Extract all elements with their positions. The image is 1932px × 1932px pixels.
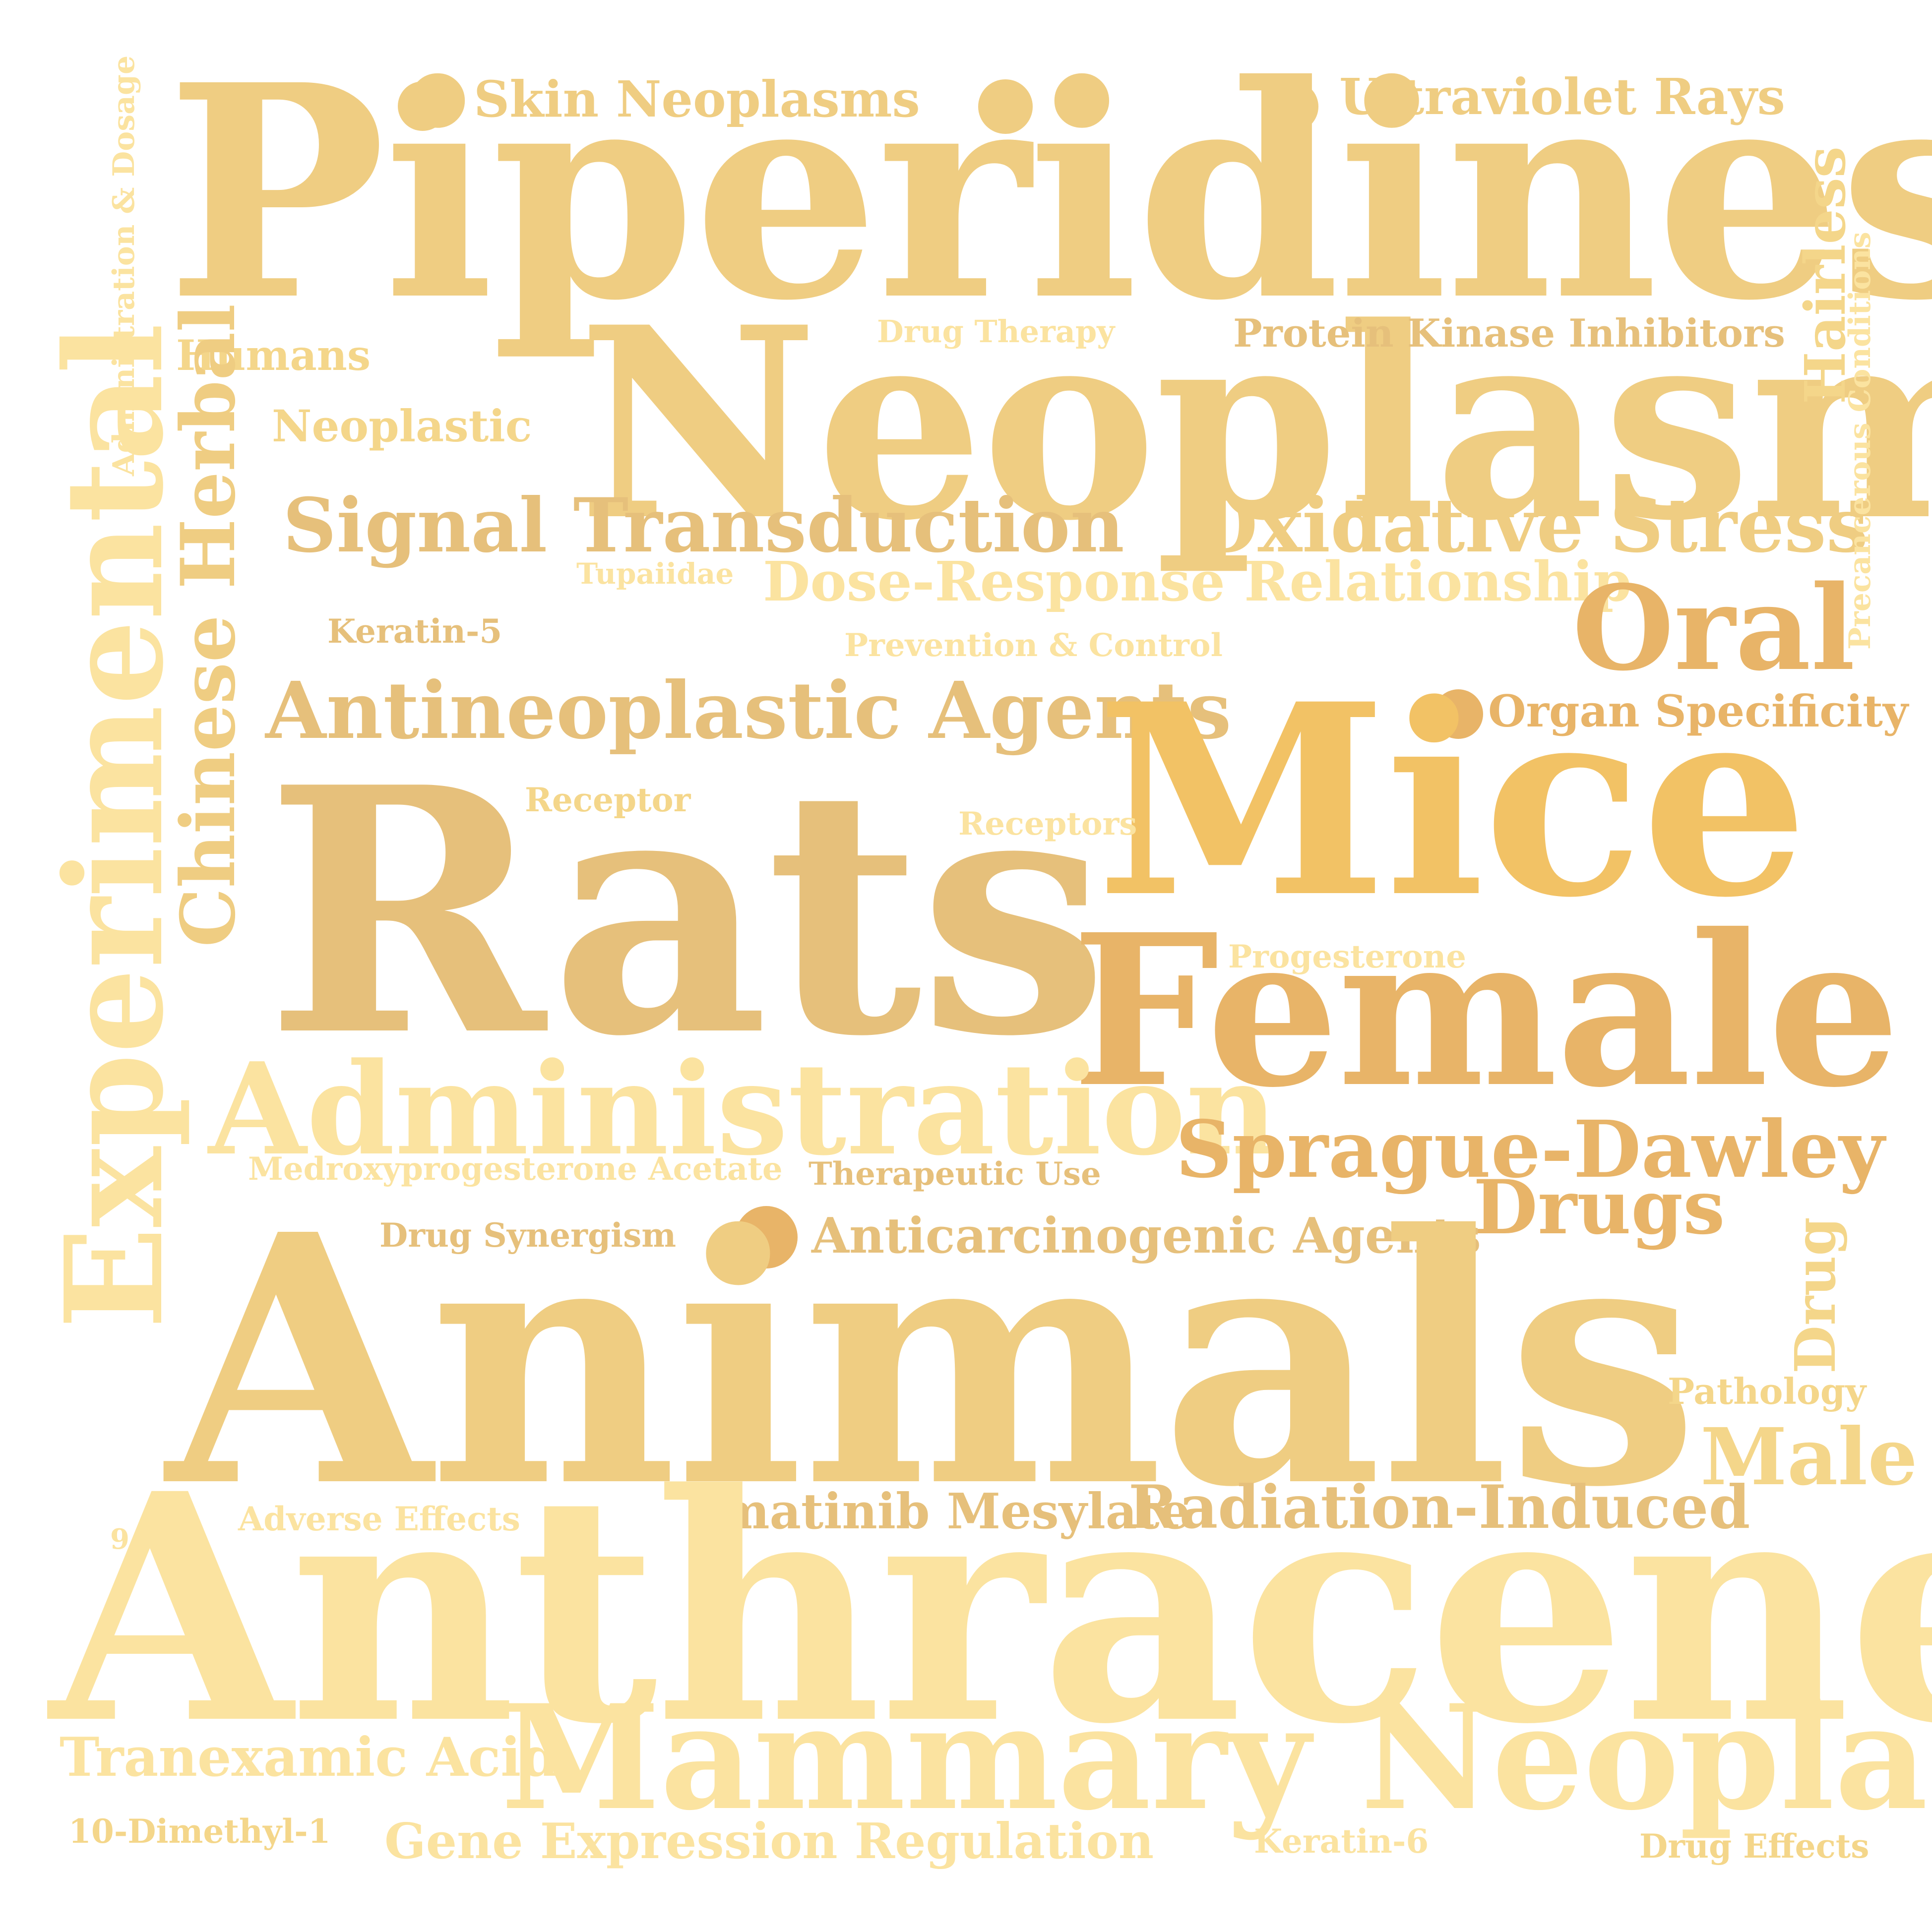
word-drug-synergism: Drug Synergism bbox=[379, 1216, 677, 1255]
word-drug-therapy: Drug Therapy bbox=[877, 313, 1115, 350]
dot-4 bbox=[1433, 689, 1483, 739]
dot-5 bbox=[735, 1206, 798, 1268]
word-receptors: Receptors bbox=[958, 805, 1137, 843]
word-receptor: Receptor bbox=[525, 781, 691, 819]
word-pathology: Pathology bbox=[1668, 1370, 1867, 1412]
word-tupaiidae: Tupaiidae bbox=[576, 557, 734, 591]
word-male: Male bbox=[1700, 1411, 1918, 1503]
dot-2 bbox=[978, 79, 1033, 134]
word-medroxyprogesterone: Medroxyprogesterone Acetate bbox=[248, 1150, 783, 1188]
word-signal-transduction: Signal Transduction bbox=[283, 482, 1124, 569]
word-drugs: Drugs bbox=[1473, 1164, 1725, 1251]
word-antineoplastic-agents: Antineoplastic Agents bbox=[265, 665, 1232, 757]
word-mice: Mice bbox=[1096, 646, 1808, 955]
word-precancerous: Precancerous Conditions bbox=[1843, 232, 1877, 650]
word-dimethyl: 10-Dimethyl-1 bbox=[68, 1812, 331, 1851]
word-sprague-dawley: Sprague-Dawley bbox=[1176, 1104, 1885, 1196]
word-nine: 9 bbox=[110, 1523, 129, 1556]
word-oxidative-stress: Oxidative Stress bbox=[1193, 482, 1869, 569]
word-tranexamic-acid: Tranexamic Acid bbox=[60, 1726, 559, 1789]
word-rats: Rats bbox=[265, 715, 1109, 1110]
word-anticarcinogenic: Anticarcinogenic Agents bbox=[811, 1208, 1481, 1265]
word-radiation-induced: Radiation-Induced bbox=[1128, 1472, 1750, 1542]
word-anthracenes: Anthracenes bbox=[50, 1425, 1932, 1793]
word-mammary-neoplasms: Mammary Neoplasms bbox=[501, 1674, 1932, 1842]
word-oral: Oral bbox=[1572, 560, 1856, 697]
word-drug-effects: Drug Effects bbox=[1639, 1827, 1870, 1866]
word-imatinib: Imatinib Mesylate bbox=[695, 1483, 1190, 1540]
word-chinese-herbal: Chinese Herbal bbox=[165, 303, 252, 947]
word-experimental: Experimental bbox=[35, 323, 193, 1329]
word-progesterone: Progesterone bbox=[1228, 938, 1466, 975]
word-adverse-effects: Adverse Effects bbox=[238, 1500, 520, 1538]
word-keratin-6: Keratin-6 bbox=[1254, 1822, 1429, 1861]
word-prevention-control: Prevention & Control bbox=[844, 627, 1223, 664]
word-administration: Administration bbox=[208, 1035, 1278, 1184]
word-organ-specificity: Organ Specificity bbox=[1488, 685, 1909, 737]
dot-3 bbox=[1268, 81, 1318, 132]
word-female: Female bbox=[1071, 889, 1900, 1134]
word-humans: Humans bbox=[176, 331, 371, 380]
word-gene-expression: Gene Expression Regulation bbox=[384, 1813, 1154, 1870]
word-therapeutic-use: Therapeutic Use bbox=[809, 1155, 1101, 1193]
word-drug-vertical: Drug bbox=[1783, 1217, 1848, 1374]
word-animals: Animals bbox=[166, 1160, 1699, 1562]
word-protein-kinase-inhibitors: Protein Kinase Inhibitors bbox=[1233, 311, 1786, 356]
dot-1 bbox=[398, 81, 447, 131]
word-dose-response: Dose-Response Relationship bbox=[763, 549, 1632, 613]
word-ultraviolet-rays: Ultraviolet Rays bbox=[1339, 67, 1785, 126]
word-skin-neoplasms: Skin Neoplasms bbox=[474, 70, 920, 128]
word-keratin-5: Keratin-5 bbox=[327, 612, 502, 651]
word-neoplastic: Neoplastic bbox=[272, 400, 532, 452]
word-neoplasms: Neoplasms bbox=[578, 269, 1932, 578]
word-piperidines: Piperidines bbox=[166, 21, 1932, 365]
